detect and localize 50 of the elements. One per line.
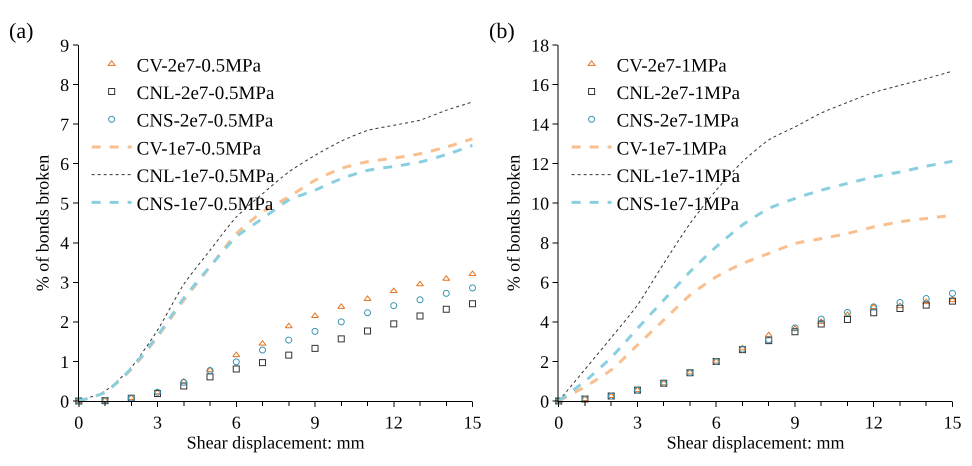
y-tick-label: 0 xyxy=(540,391,550,412)
y-axis-title: % of bonds broken xyxy=(32,154,52,292)
x-tick-label: 6 xyxy=(712,412,721,433)
y-tick-label: 4 xyxy=(60,233,70,254)
legend-label: CV-1e7-1MPa xyxy=(616,138,728,160)
legend-label: CV-2e7-1MPa xyxy=(616,55,728,76)
x-tick-label: 3 xyxy=(153,412,162,433)
legend-label: CV-1e7-0.5MPa xyxy=(136,138,262,160)
chart-title: (a) xyxy=(9,18,34,43)
y-tick-label: 0 xyxy=(60,391,70,412)
x-tick-label: 12 xyxy=(384,412,403,433)
y-tick-label: 1 xyxy=(60,352,70,372)
y-tick-label: 12 xyxy=(531,154,550,174)
chart-title: (b) xyxy=(489,18,515,43)
y-tick-label: 6 xyxy=(60,154,70,174)
x-tick-label: 9 xyxy=(790,412,800,433)
y-tick-label: 8 xyxy=(540,233,550,254)
legend-label: CNL-1e7-1MPa xyxy=(616,166,741,188)
x-axis-title: Shear displacement: mm xyxy=(666,432,845,453)
y-tick-label: 2 xyxy=(540,352,550,372)
legend-label: CNS-1e7-0.5MPa xyxy=(136,194,274,215)
y-tick-label: 3 xyxy=(60,272,70,293)
x-tick-label: 12 xyxy=(864,412,883,433)
x-tick-label: 0 xyxy=(554,412,564,433)
y-tick-label: 6 xyxy=(540,272,550,293)
y-tick-label: 7 xyxy=(60,114,70,134)
y-tick-label: 8 xyxy=(60,74,70,95)
legend-label: CNS-2e7-0.5MPa xyxy=(136,110,274,132)
y-tick-label: 2 xyxy=(60,312,70,332)
x-tick-label: 3 xyxy=(632,412,642,433)
y-tick-label: 4 xyxy=(540,312,550,332)
legend-label: CV-2e7-0.5MPa xyxy=(136,55,262,76)
x-tick-label: 6 xyxy=(232,412,241,433)
y-tick-label: 16 xyxy=(531,74,550,95)
x-axis-title: Shear displacement: mm xyxy=(186,432,365,453)
legend-label: CNL-2e7-0.5MPa xyxy=(136,82,275,104)
legend-label: CNL-2e7-1MPa xyxy=(616,82,741,104)
x-tick-label: 15 xyxy=(464,412,482,433)
legend-label: CNL-1e7-0.5MPa xyxy=(136,166,275,188)
legend-label: CNS-1e7-1MPa xyxy=(616,194,740,215)
x-tick-label: 0 xyxy=(74,412,84,433)
y-tick-label: 10 xyxy=(531,194,550,214)
legend-label: CNS-2e7-1MPa xyxy=(616,110,740,132)
x-tick-label: 9 xyxy=(310,412,320,433)
y-tick-label: 14 xyxy=(531,114,550,134)
y-axis-title: % of bonds broken xyxy=(503,154,524,292)
y-tick-label: 5 xyxy=(60,194,70,214)
y-tick-label: 9 xyxy=(60,35,70,56)
y-tick-label: 18 xyxy=(531,35,550,56)
x-tick-label: 15 xyxy=(943,412,962,433)
